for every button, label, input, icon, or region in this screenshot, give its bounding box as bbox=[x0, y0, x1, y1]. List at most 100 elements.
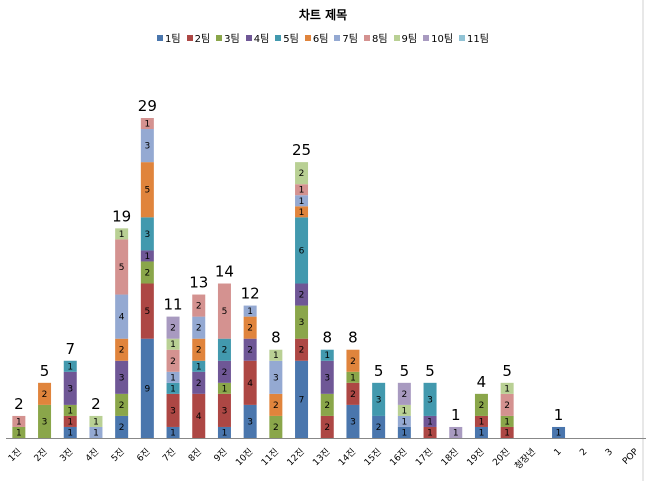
bar-segment bbox=[346, 371, 360, 383]
segment-label: 1 bbox=[16, 417, 22, 427]
x-tick-label: 1 bbox=[553, 447, 564, 458]
segment-label: 2 bbox=[119, 423, 125, 433]
segment-label: 4 bbox=[119, 313, 125, 323]
bar-segment bbox=[166, 371, 180, 383]
x-tick-label: 8진 bbox=[186, 446, 204, 464]
bar-segment bbox=[295, 305, 309, 339]
legend-item: 11팀 bbox=[459, 30, 489, 45]
bar-segment bbox=[372, 415, 386, 438]
bar-segment bbox=[192, 371, 206, 394]
segment-label: 3 bbox=[247, 417, 253, 427]
segment-label: 2 bbox=[247, 346, 253, 356]
bar-segment bbox=[166, 349, 180, 372]
segment-label: 1 bbox=[401, 417, 407, 427]
segment-label: 2 bbox=[196, 324, 202, 334]
segment-label: 3 bbox=[170, 406, 176, 416]
x-tick-label: 16진 bbox=[388, 446, 410, 468]
legend-label: 11팀 bbox=[467, 34, 489, 45]
total-label: 11 bbox=[164, 296, 183, 314]
segment-label: 1 bbox=[504, 428, 510, 438]
legend: 1팀 2팀 3팀 4팀 5팀 6팀 7팀 8팀 9팀 10팀 11팀 bbox=[0, 30, 646, 45]
total-label: 5 bbox=[502, 362, 512, 380]
segment-label: 1 bbox=[247, 307, 253, 317]
segment-label: 1 bbox=[93, 417, 99, 427]
segment-label: 2 bbox=[479, 401, 485, 411]
legend-swatch bbox=[216, 34, 223, 41]
segment-label: 1 bbox=[401, 406, 407, 416]
segment-label: 5 bbox=[144, 307, 150, 317]
segment-label: 2 bbox=[222, 346, 228, 356]
bar-segment bbox=[423, 415, 437, 427]
bar-segment bbox=[552, 426, 566, 438]
bar-segment bbox=[295, 206, 309, 218]
bar-segment bbox=[243, 305, 257, 317]
x-tick-label: 7진 bbox=[160, 446, 178, 464]
segment-label: 2 bbox=[350, 357, 356, 367]
bar-segment bbox=[217, 360, 231, 383]
total-label: 13 bbox=[189, 274, 208, 292]
segment-label: 1 bbox=[299, 186, 305, 196]
segment-label: 1 bbox=[67, 428, 73, 438]
legend-swatch bbox=[459, 34, 466, 41]
segment-label: 1 bbox=[222, 428, 228, 438]
segment-label: 1 bbox=[299, 197, 305, 207]
segment-label: 1 bbox=[504, 417, 510, 427]
bar-segment bbox=[192, 338, 206, 361]
bar-segment bbox=[217, 283, 231, 339]
segment-label: 1 bbox=[427, 417, 433, 427]
legend-label: 9팀 bbox=[401, 34, 418, 45]
segment-label: 1 bbox=[427, 428, 433, 438]
legend-swatch bbox=[304, 34, 311, 41]
x-tick-label: 10진 bbox=[234, 446, 256, 468]
total-label: 7 bbox=[65, 340, 75, 358]
bar-segment bbox=[295, 283, 309, 306]
segment-label: 1 bbox=[67, 406, 73, 416]
bar-segment bbox=[346, 404, 360, 438]
legend-swatch bbox=[334, 34, 341, 41]
bar-segment bbox=[166, 316, 180, 339]
bar-segment bbox=[243, 316, 257, 339]
segment-label: 1 bbox=[401, 428, 407, 438]
legend-item: 3팀 bbox=[216, 30, 240, 45]
total-label: 12 bbox=[241, 285, 260, 303]
segment-label: 1 bbox=[556, 428, 562, 438]
bar-segment bbox=[192, 360, 206, 372]
bar-segment bbox=[140, 338, 154, 438]
legend-label: 3팀 bbox=[224, 34, 240, 45]
segment-label: 4 bbox=[196, 412, 202, 422]
bar-segment bbox=[217, 382, 231, 394]
segment-label: 2 bbox=[247, 324, 253, 334]
bar-segment bbox=[192, 393, 206, 438]
segment-label: 2 bbox=[324, 401, 330, 411]
bar-segment bbox=[346, 382, 360, 405]
bar-segment bbox=[217, 426, 231, 438]
legend-item: 5팀 bbox=[275, 30, 299, 45]
total-label: 8 bbox=[271, 329, 281, 347]
bar-segment bbox=[295, 360, 309, 438]
segment-label: 3 bbox=[299, 318, 305, 328]
segment-label: 2 bbox=[299, 346, 305, 356]
bar-segment bbox=[243, 338, 257, 361]
bar-segment bbox=[63, 426, 77, 438]
bar-segment bbox=[140, 283, 154, 339]
bar-segment bbox=[372, 382, 386, 416]
total-label: 14 bbox=[215, 263, 234, 281]
legend-item: 10팀 bbox=[423, 30, 453, 45]
segment-label: 2 bbox=[196, 302, 202, 312]
x-tick-label: 13진 bbox=[311, 446, 333, 468]
segment-label: 3 bbox=[222, 406, 228, 416]
bar-segment bbox=[295, 184, 309, 196]
total-label: 25 bbox=[292, 141, 311, 159]
segment-label: 5 bbox=[222, 307, 228, 317]
segment-label: 5 bbox=[119, 263, 125, 273]
total-label: 8 bbox=[348, 329, 358, 347]
bar-segment bbox=[295, 162, 309, 185]
bar-segment bbox=[243, 360, 257, 405]
segment-label: 6 bbox=[299, 246, 305, 256]
segment-label: 2 bbox=[119, 401, 125, 411]
bar-segment bbox=[423, 426, 437, 438]
segment-label: 3 bbox=[119, 373, 125, 383]
segment-label: 2 bbox=[119, 346, 125, 356]
legend-label: 5팀 bbox=[283, 34, 299, 45]
